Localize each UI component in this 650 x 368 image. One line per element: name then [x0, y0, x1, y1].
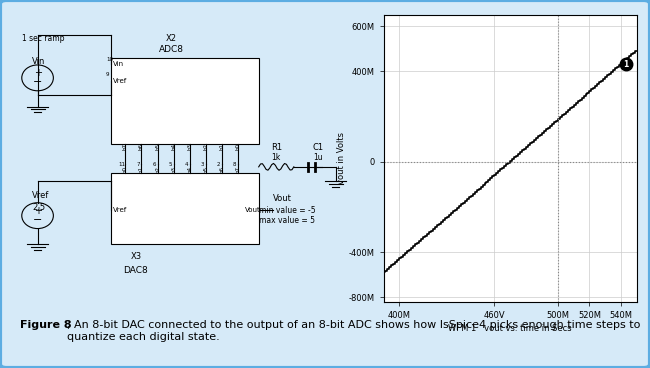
Text: 7: 7	[136, 162, 140, 167]
Text: 10: 10	[106, 57, 113, 62]
Text: 6: 6	[152, 162, 156, 167]
Text: b1: b1	[220, 143, 225, 150]
Text: 5: 5	[168, 162, 172, 167]
Text: Vref: Vref	[113, 207, 127, 213]
Bar	[111, 173, 259, 244]
Text: 1u: 1u	[313, 153, 323, 162]
Text: DAC8: DAC8	[124, 266, 148, 275]
Text: b0: b0	[123, 166, 128, 173]
Text: Vref: Vref	[113, 78, 127, 84]
Text: Vin: Vin	[32, 57, 46, 66]
Text: Figure 8: Figure 8	[20, 320, 71, 330]
Text: 4: 4	[185, 162, 188, 167]
Text: b3: b3	[187, 143, 192, 150]
Text: b1: b1	[139, 166, 144, 173]
Text: 11: 11	[118, 162, 125, 167]
Text: ADC8: ADC8	[159, 45, 183, 54]
Text: 2.5: 2.5	[32, 203, 46, 212]
Text: min value = -5: min value = -5	[259, 206, 315, 215]
Text: b5: b5	[155, 143, 160, 150]
Text: b7: b7	[123, 143, 128, 150]
Text: Vout: Vout	[244, 207, 261, 213]
Text: 9: 9	[106, 72, 109, 77]
X-axis label: WFM 1   vout vs. time in Secs: WFM 1 vout vs. time in Secs	[448, 324, 572, 333]
Text: +: +	[34, 68, 42, 78]
Text: , An 8-bit DAC connected to the output of an 8-bit ADC shows how IsSpice4 picks : , An 8-bit DAC connected to the output o…	[67, 320, 640, 342]
Text: b6: b6	[139, 143, 144, 150]
Text: b4: b4	[171, 143, 176, 150]
Text: 2: 2	[217, 162, 220, 167]
Text: Vref: Vref	[32, 191, 49, 201]
Text: b2: b2	[203, 143, 209, 150]
Text: R1: R1	[270, 143, 282, 152]
Text: 1: 1	[623, 60, 629, 69]
Text: 8: 8	[233, 162, 236, 167]
Text: −: −	[33, 215, 42, 225]
Text: b2: b2	[155, 166, 160, 173]
Text: b6: b6	[220, 166, 225, 173]
Text: −: −	[33, 77, 42, 87]
Text: X2: X2	[166, 33, 176, 43]
Text: 1k: 1k	[272, 153, 281, 162]
Text: b4: b4	[187, 166, 192, 173]
Text: C1: C1	[313, 143, 324, 152]
Text: b5: b5	[203, 166, 209, 173]
Y-axis label: vout in Volts: vout in Volts	[337, 132, 346, 184]
Text: b3: b3	[171, 166, 176, 173]
Text: Vout: Vout	[273, 194, 292, 203]
Bar	[111, 58, 259, 144]
Text: 1 sec ramp: 1 sec ramp	[22, 33, 64, 43]
Text: max value = 5: max value = 5	[259, 216, 315, 225]
Text: X3: X3	[130, 252, 142, 261]
Text: +: +	[34, 206, 42, 216]
Text: b0: b0	[236, 143, 241, 150]
Text: 3: 3	[201, 162, 204, 167]
Text: b7: b7	[236, 166, 241, 173]
Text: Vin: Vin	[113, 60, 124, 67]
